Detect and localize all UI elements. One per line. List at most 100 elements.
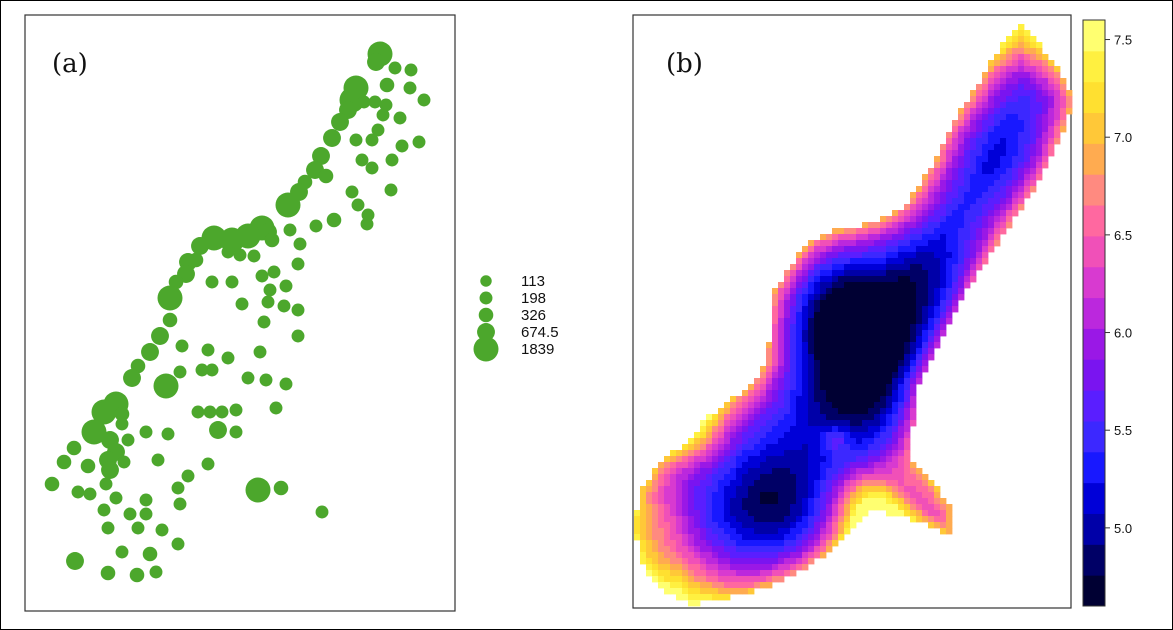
heat-cell <box>1006 78 1013 85</box>
heat-cell <box>856 282 863 289</box>
heat-cell <box>880 492 887 499</box>
heat-cell <box>934 336 941 343</box>
heat-cell <box>1030 42 1037 49</box>
heat-cell <box>868 444 875 451</box>
heat-cell <box>658 486 665 493</box>
heat-cell <box>784 336 791 343</box>
heat-cell <box>802 450 809 457</box>
heat-cell <box>982 96 989 103</box>
heat-cell <box>964 234 971 241</box>
heat-cell <box>982 258 989 265</box>
heat-cell <box>832 462 839 469</box>
heat-cell <box>808 438 815 445</box>
heat-cell <box>796 336 803 343</box>
heat-cell <box>1018 156 1025 163</box>
heat-cell <box>760 516 767 523</box>
heat-cell <box>778 480 785 487</box>
heat-cell <box>820 288 827 295</box>
data-point <box>309 219 323 233</box>
heat-cell <box>1036 78 1043 85</box>
heat-cell <box>910 288 917 295</box>
heat-cell <box>838 378 845 385</box>
heat-cell <box>718 552 725 559</box>
heat-cell <box>796 300 803 307</box>
heat-cell <box>700 510 707 517</box>
heat-cell <box>1036 162 1043 169</box>
heat-cell <box>808 312 815 319</box>
heat-cell <box>922 258 929 265</box>
heat-cell <box>838 312 845 319</box>
heat-cell <box>838 318 845 325</box>
heat-cell <box>892 342 899 349</box>
data-point <box>269 401 283 415</box>
data-point <box>379 98 393 112</box>
heat-cell <box>832 540 839 547</box>
legend-marker <box>479 291 493 305</box>
heat-cell <box>868 372 875 379</box>
data-point <box>99 477 113 491</box>
heat-cell <box>814 288 821 295</box>
heat-cell <box>742 408 749 415</box>
heat-cell <box>838 456 845 463</box>
heat-cell <box>742 588 749 595</box>
heat-cell <box>958 282 965 289</box>
heat-cell <box>682 528 689 535</box>
heat-cell <box>1006 132 1013 139</box>
data-point <box>168 274 184 290</box>
heat-cell <box>754 546 761 553</box>
heat-cell <box>898 342 905 349</box>
heat-cell <box>916 336 923 343</box>
heat-cell <box>892 492 899 499</box>
heat-cell <box>946 294 953 301</box>
heat-cell <box>988 198 995 205</box>
heat-cell <box>670 450 677 457</box>
heat-cell <box>832 528 839 535</box>
heat-cell <box>868 408 875 415</box>
heat-cell <box>1018 24 1025 31</box>
heat-cell <box>814 300 821 307</box>
heat-cell <box>922 366 929 373</box>
heat-cell <box>886 270 893 277</box>
heat-cell <box>880 420 887 427</box>
heat-cell <box>706 492 713 499</box>
heat-cell <box>688 456 695 463</box>
heat-cell <box>844 390 851 397</box>
heat-cell <box>898 282 905 289</box>
heat-cell <box>808 492 815 499</box>
heat-cell <box>844 384 851 391</box>
heat-cell <box>1024 108 1031 115</box>
heat-cell <box>784 492 791 499</box>
heat-cell <box>874 348 881 355</box>
heat-cell <box>898 258 905 265</box>
heat-cell <box>892 498 899 505</box>
heat-cell <box>946 258 953 265</box>
heat-cell <box>820 498 827 505</box>
heat-cell <box>820 300 827 307</box>
heat-cell <box>1000 54 1007 61</box>
heat-cell <box>1018 180 1025 187</box>
heat-cell <box>778 558 785 565</box>
heat-cell <box>940 258 947 265</box>
heat-cell <box>820 234 827 241</box>
heat-cell <box>994 138 1001 145</box>
heat-cell <box>922 354 929 361</box>
heat-cell <box>868 384 875 391</box>
heat-cell <box>760 408 767 415</box>
heat-cell <box>796 312 803 319</box>
heat-cell <box>814 486 821 493</box>
heat-cell <box>910 474 917 481</box>
heat-cell <box>844 258 851 265</box>
heat-cell <box>868 312 875 319</box>
heat-cell <box>772 390 779 397</box>
heat-cell <box>796 564 803 571</box>
heat-cell <box>772 408 779 415</box>
heat-cell <box>1036 138 1043 145</box>
heat-cell <box>922 240 929 247</box>
heat-cell <box>910 342 917 349</box>
heat-cell <box>928 204 935 211</box>
heat-cell <box>754 402 761 409</box>
heat-cell <box>652 492 659 499</box>
colorbar-swatch <box>1083 235 1105 268</box>
heat-cell <box>958 294 965 301</box>
heat-cell <box>1000 180 1007 187</box>
